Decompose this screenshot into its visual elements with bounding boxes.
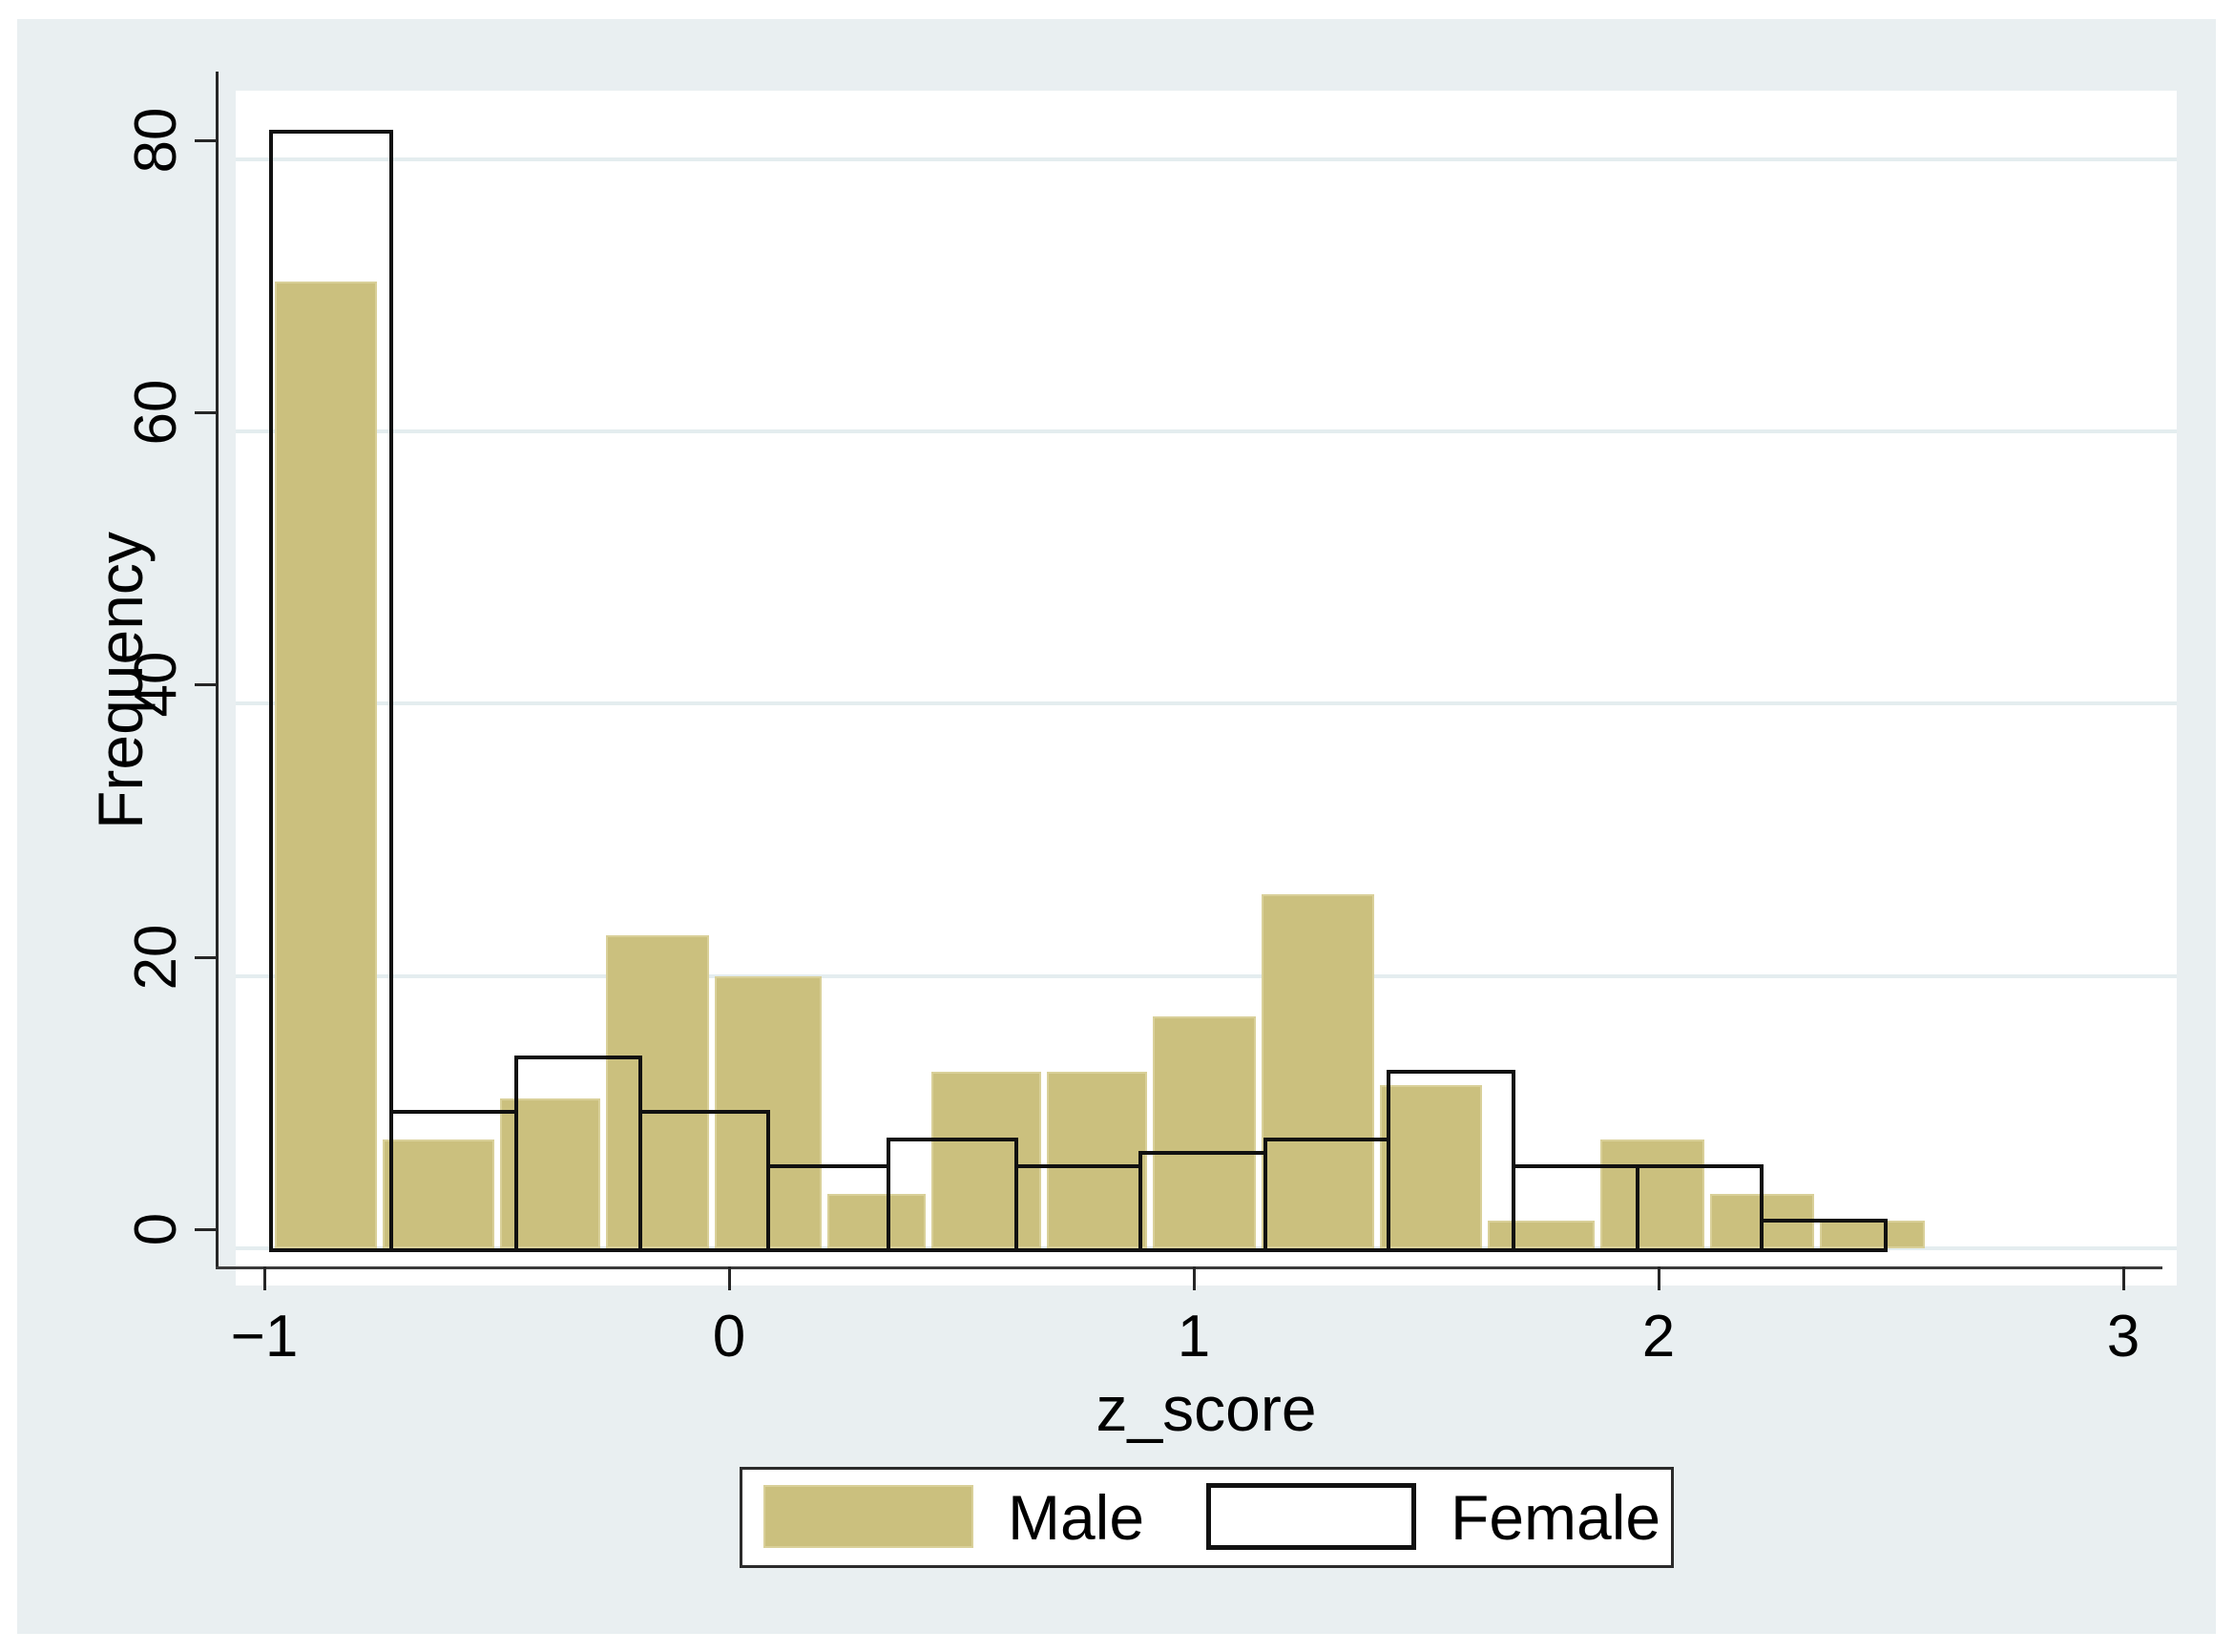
graph-background: 0 20 40 60 80 −1 0 1 2 3 Frequency z_score Male … xyxy=(17,19,2216,1634)
female-bar-4 xyxy=(765,1164,890,1252)
x-axis-line xyxy=(216,1266,2162,1269)
y-tick-label-20: 20 xyxy=(122,924,189,991)
x-tick-0 xyxy=(728,1266,731,1290)
y-axis-line xyxy=(216,72,219,1269)
y-tick-60 xyxy=(195,410,219,414)
male-bar-10 xyxy=(1379,1084,1482,1248)
male-bar-5 xyxy=(826,1193,926,1248)
female-bar-8 xyxy=(1263,1137,1391,1252)
legend: Male Female xyxy=(740,1467,1674,1568)
female-bar-7 xyxy=(1138,1151,1267,1252)
female-bar-10 xyxy=(1512,1164,1640,1252)
x-tick-2 xyxy=(1658,1266,1660,1290)
gridline-y-60 xyxy=(236,429,2177,433)
gridline-y-40 xyxy=(236,701,2177,706)
female-bar-12 xyxy=(1760,1219,1889,1252)
y-tick-40 xyxy=(195,683,219,687)
female-bar-11 xyxy=(1636,1164,1764,1252)
male-bar-0 xyxy=(275,282,378,1248)
y-tick-0 xyxy=(195,1228,219,1231)
male-bar-7 xyxy=(1047,1071,1148,1248)
x-tick-label-3: 3 xyxy=(2106,1304,2140,1370)
female-bar-6 xyxy=(1013,1164,1142,1252)
female-bar-1 xyxy=(388,1110,518,1252)
legend-male-label: Male xyxy=(1008,1482,1145,1553)
x-tick--1 xyxy=(263,1266,266,1290)
male-bar-6 xyxy=(930,1071,1042,1248)
gridline-y-20 xyxy=(236,973,2177,978)
female-bar-9 xyxy=(1387,1069,1516,1252)
y-tick-80 xyxy=(195,138,219,142)
female-bar-0 xyxy=(268,130,393,1252)
x-tick-label--1: −1 xyxy=(230,1304,299,1370)
male-bar-3 xyxy=(606,934,709,1248)
y-tick-20 xyxy=(195,955,219,959)
legend-female-swatch xyxy=(1206,1483,1416,1550)
x-tick-label-0: 0 xyxy=(712,1304,746,1370)
female-bar-3 xyxy=(637,1110,770,1252)
male-bar-1 xyxy=(383,1139,494,1248)
male-bar-8 xyxy=(1153,1016,1257,1248)
x-tick-3 xyxy=(2122,1266,2125,1290)
legend-female-label: Female xyxy=(1451,1482,1661,1553)
male-bar-12 xyxy=(1600,1139,1705,1248)
y-tick-label-0: 0 xyxy=(122,1212,189,1246)
gridline-y-80 xyxy=(236,157,2177,161)
female-bar-5 xyxy=(887,1137,1018,1252)
y-axis-title: Frequency xyxy=(85,532,156,829)
plot-area xyxy=(236,91,2177,1286)
male-bar-11 xyxy=(1487,1221,1596,1248)
y-tick-label-80: 80 xyxy=(122,107,189,174)
legend-male-swatch xyxy=(763,1485,973,1548)
x-axis-title: z_score xyxy=(1096,1373,1317,1444)
x-tick-label-2: 2 xyxy=(1641,1304,1676,1370)
female-bar-2 xyxy=(513,1056,642,1252)
y-tick-label-60: 60 xyxy=(122,379,189,446)
x-tick-1 xyxy=(1193,1266,1196,1290)
male-bar-9 xyxy=(1262,894,1374,1248)
x-tick-label-1: 1 xyxy=(1177,1304,1211,1370)
